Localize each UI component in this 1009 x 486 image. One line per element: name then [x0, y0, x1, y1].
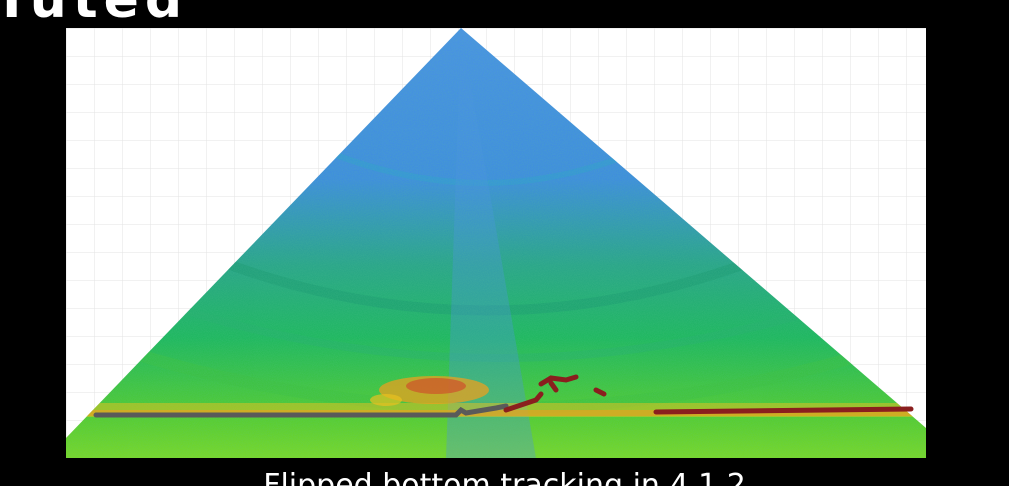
sonar-image	[66, 28, 926, 458]
bottom-track-red-scatter	[538, 374, 607, 397]
slide-title: Tuted	[0, 0, 189, 30]
slide-caption: Flipped bottom tracking in 4.1.2	[263, 468, 746, 486]
bottom-track-red-segment	[503, 391, 544, 413]
bottom-track-grey-line	[93, 403, 509, 418]
bottom-track-red-line	[653, 406, 914, 415]
sonar-image-svg	[66, 28, 926, 458]
